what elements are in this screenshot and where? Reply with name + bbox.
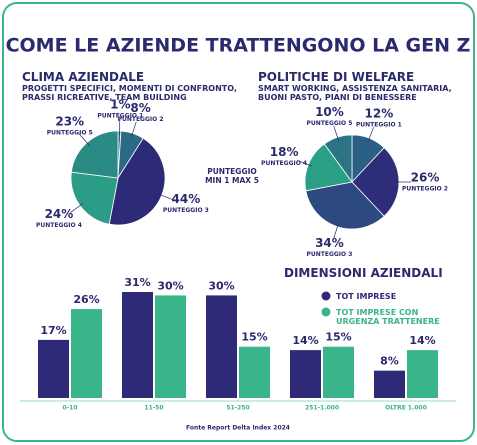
category-label: PUNTEGGIO 2 <box>118 116 164 123</box>
leader-line <box>119 119 121 136</box>
category-label: PUNTEGGIO 3 <box>163 207 209 214</box>
main-title: COME LE AZIENDE TRATTENGONO LA GEN Z <box>6 35 471 57</box>
bar <box>155 295 186 398</box>
value-label: 44% <box>172 192 201 206</box>
value-label: 15% <box>241 331 267 344</box>
value-label: 14% <box>409 334 435 347</box>
bar-title: DIMENSIONI AZIENDALI <box>284 266 443 280</box>
bar <box>38 339 69 398</box>
legend-label: TOT IMPRESE <box>336 292 397 301</box>
bar <box>71 309 102 398</box>
leader-line <box>367 127 375 143</box>
leader-line <box>70 202 84 213</box>
value-label: 8% <box>130 101 150 115</box>
pie-subtitle: SMART WORKING, ASSISTENZA SANITARIA, BUO… <box>258 84 452 102</box>
category-label: PUNTEGGIO 1 <box>97 113 143 120</box>
bar <box>122 292 153 398</box>
x-tick-label: OLTRE 1.000 <box>385 405 427 412</box>
leader-line <box>78 133 90 146</box>
category-label: PUNTEGGIO 1 <box>356 121 402 128</box>
bar <box>206 295 237 398</box>
pie-title: POLITICHE DI WELFARE <box>258 70 415 84</box>
value-label: 8% <box>380 355 399 368</box>
x-tick-label: 0-10 <box>62 405 77 412</box>
legend-marker <box>321 291 331 301</box>
bar <box>374 370 405 398</box>
category-label: PUNTEGGIO 4 <box>36 222 82 229</box>
value-label: 31% <box>124 276 150 289</box>
value-label: 30% <box>157 279 183 292</box>
value-label: 17% <box>40 324 66 337</box>
category-label: PUNTEGGIO 5 <box>306 120 352 127</box>
x-tick-label: 11-50 <box>144 405 163 412</box>
legend-marker <box>321 307 331 317</box>
x-tick-label: 251-1.000 <box>305 405 339 412</box>
note: PUNTEGGIO <box>207 167 257 176</box>
category-label: PUNTEGGIO 2 <box>402 186 448 193</box>
leader-line <box>333 125 340 142</box>
bar <box>323 346 354 398</box>
leader-line <box>157 193 173 201</box>
leader-line <box>297 159 313 167</box>
source: Fonte Report Delta Index 2024 <box>186 425 290 432</box>
legend-label: TOT IMPRESE CON URGENZA TRATTENERE <box>336 308 440 326</box>
category-label: PUNTEGGIO 3 <box>306 251 352 258</box>
value-label: 34% <box>315 236 344 250</box>
value-label: 23% <box>55 115 84 129</box>
pie-subtitle: PROGETTI SPECIFICI, MOMENTI DI CONFRONTO… <box>22 84 237 102</box>
bar <box>239 346 270 398</box>
value-label: 26% <box>411 171 440 185</box>
bar <box>290 350 321 398</box>
value-label: 15% <box>325 331 351 344</box>
value-label: 14% <box>292 334 318 347</box>
value-label: 10% <box>315 105 344 119</box>
category-label: PUNTEGGIO 4 <box>261 160 307 167</box>
value-label: 12% <box>365 106 394 120</box>
category-label: PUNTEGGIO 5 <box>47 130 93 137</box>
value-label: 26% <box>73 293 99 306</box>
note: MIN 1 MAX 5 <box>205 176 259 185</box>
value-label: 24% <box>45 207 74 221</box>
x-tick-label: 51-250 <box>226 405 249 412</box>
value-label: 1% <box>110 98 130 112</box>
pie-title: CLIMA AZIENDALE <box>22 70 145 84</box>
leader-line <box>130 121 137 138</box>
value-label: 18% <box>270 145 299 159</box>
bar <box>407 350 438 398</box>
value-label: 30% <box>208 279 234 292</box>
leader-line <box>333 222 340 239</box>
